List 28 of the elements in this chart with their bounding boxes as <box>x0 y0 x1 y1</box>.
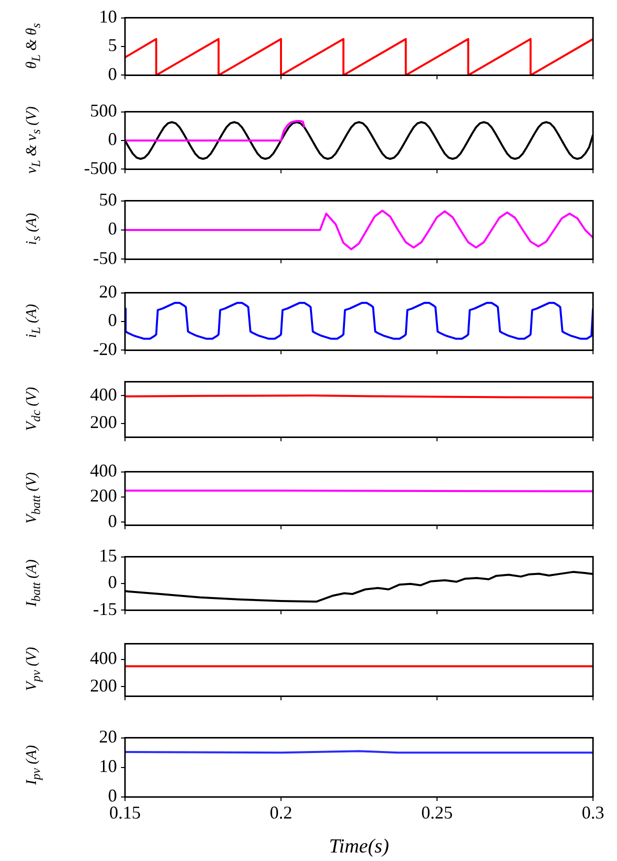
y-tick-label: 50 <box>99 190 117 210</box>
y-tick-label: 400 <box>90 460 117 481</box>
y-tick-label: 20 <box>99 726 117 747</box>
y-tick-label: 200 <box>90 675 117 696</box>
y-tick-label: 10 <box>99 756 117 776</box>
x-tick-label: 0.25 <box>421 802 453 823</box>
y-tick-label: 500 <box>90 100 117 121</box>
y-tick-label: 200 <box>90 486 117 506</box>
x-axis-title: Time(s) <box>329 835 390 858</box>
y-tick-label: 400 <box>90 648 117 668</box>
y-tick-label: 400 <box>90 384 117 404</box>
y-tick-label: 10 <box>99 6 117 27</box>
y-tick-label: -500 <box>84 158 117 178</box>
x-tick-label: 0.2 <box>270 802 292 823</box>
y-tick-label: 15 <box>99 546 117 566</box>
y-tick-label: 5 <box>108 35 117 56</box>
y-tick-label: 0 <box>108 572 117 592</box>
y-tick-label: -50 <box>93 248 117 268</box>
y-tick-label: 20 <box>99 282 117 302</box>
y-tick-label: 0 <box>108 129 117 150</box>
y-tick-label: 0 <box>108 310 117 330</box>
y-tick-label: 0 <box>108 218 117 239</box>
y-tick-label: -15 <box>93 598 117 619</box>
y-tick-label: 0 <box>108 64 117 84</box>
y-tick-label: 0 <box>108 510 117 531</box>
y-tick-label: -20 <box>93 338 117 359</box>
x-tick-label: 0.3 <box>582 802 604 823</box>
y-tick-label: 200 <box>90 412 117 432</box>
